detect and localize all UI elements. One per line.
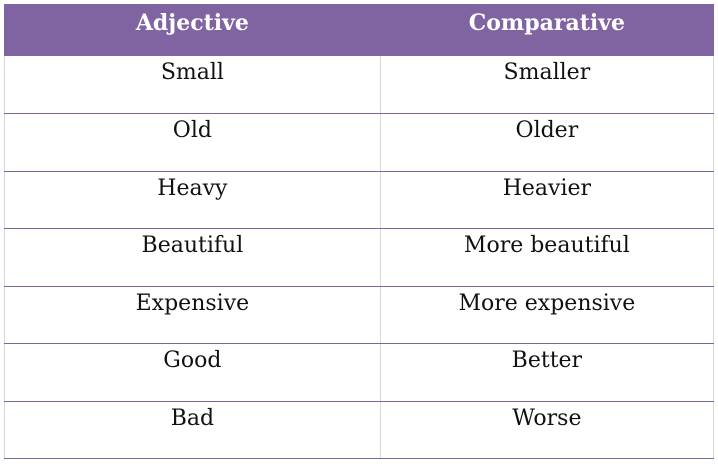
cell-adjective: Heavy — [4, 171, 381, 229]
table-row: Small Smaller — [4, 56, 715, 114]
table-row: Old Older — [4, 113, 715, 172]
cell-adjective: Bad — [4, 401, 381, 459]
cell-comparative: More expensive — [379, 286, 715, 344]
cell-comparative: Older — [379, 113, 715, 172]
comparatives-table-container: Adjective Comparative Small Smaller Old … — [4, 4, 715, 459]
header-comparative: Comparative — [379, 4, 715, 56]
table-row: Beautiful More beautiful — [4, 228, 715, 287]
cell-adjective: Good — [4, 343, 381, 402]
cell-comparative: Better — [379, 343, 715, 402]
comparatives-table: Adjective Comparative Small Smaller Old … — [4, 4, 715, 459]
table-row: Heavy Heavier — [4, 171, 715, 229]
cell-adjective: Beautiful — [4, 228, 381, 287]
cell-comparative: Smaller — [379, 56, 715, 114]
cell-adjective: Small — [4, 56, 381, 114]
cell-comparative: Heavier — [379, 171, 715, 229]
cell-adjective: Expensive — [4, 286, 381, 344]
cell-comparative: Worse — [379, 401, 715, 459]
cell-adjective: Old — [4, 113, 381, 172]
cell-comparative: More beautiful — [379, 228, 715, 287]
table-row: Good Better — [4, 343, 715, 402]
table-row: Bad Worse — [4, 401, 715, 459]
table-row: Expensive More expensive — [4, 286, 715, 344]
table-header-row: Adjective Comparative — [4, 4, 715, 56]
header-adjective: Adjective — [4, 4, 381, 56]
